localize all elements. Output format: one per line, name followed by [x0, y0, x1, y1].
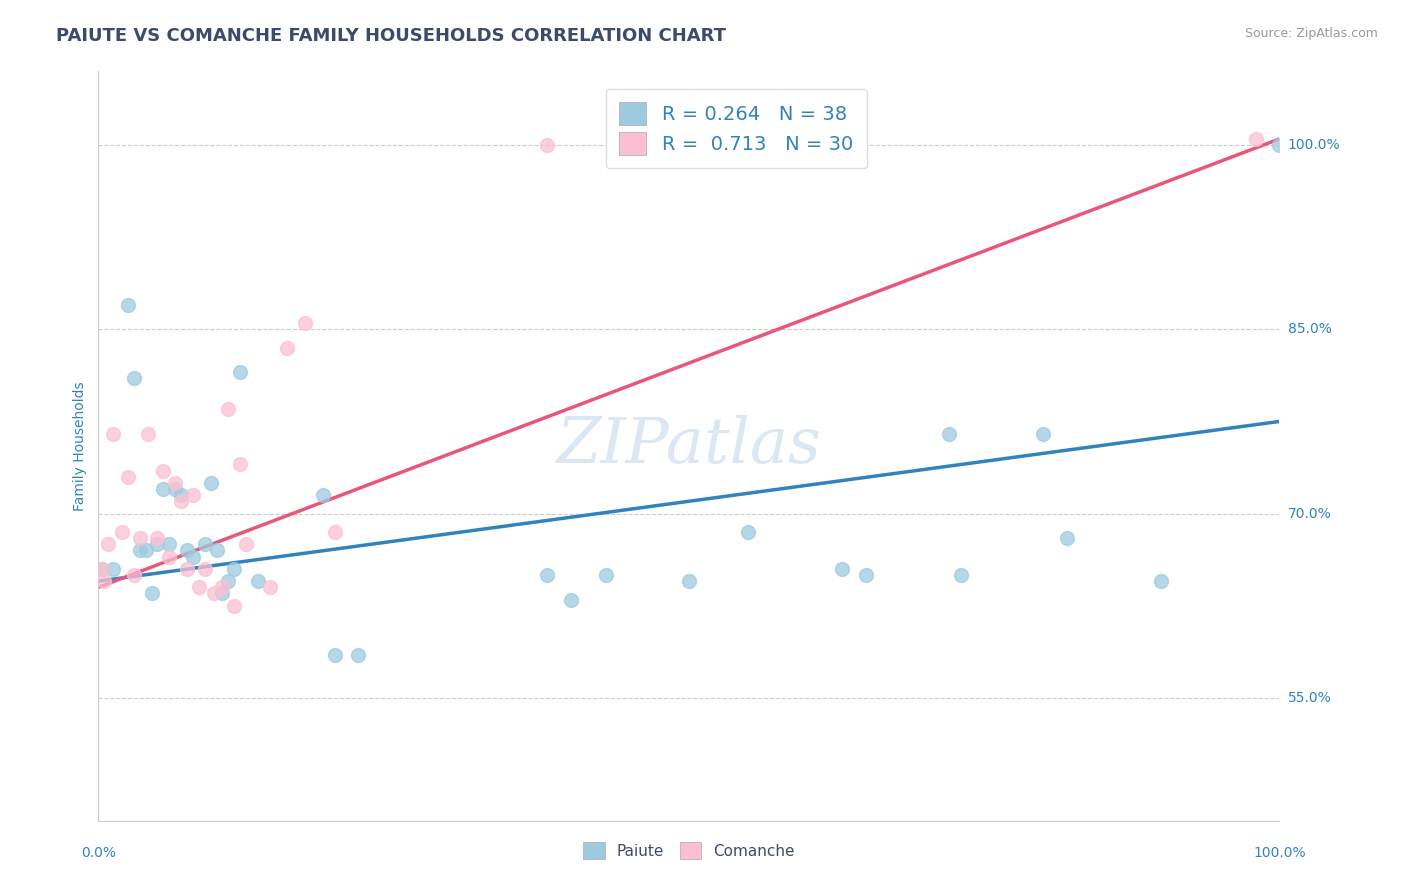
Point [165, 475, 187, 490]
Point [170, 494, 193, 508]
Text: Source: ZipAtlas.com: Source: ZipAtlas.com [1244, 27, 1378, 40]
Point [229, 458, 252, 472]
Point [246, 574, 269, 588]
Point [200, 475, 222, 490]
Point [949, 568, 972, 582]
Point [1244, 132, 1267, 146]
Point [176, 543, 198, 558]
Point [122, 371, 145, 385]
Point [111, 524, 134, 539]
Point [128, 543, 150, 558]
Text: 0.0%: 0.0% [82, 846, 115, 860]
Point [157, 549, 180, 564]
Point [224, 599, 246, 613]
Point [1150, 574, 1173, 588]
Text: 70.0%: 70.0% [1288, 507, 1331, 521]
Point [312, 488, 335, 502]
Legend: Paiute, Comanche: Paiute, Comanche [576, 836, 801, 865]
Point [347, 648, 370, 662]
Text: 100.0%: 100.0% [1253, 846, 1306, 860]
Point [211, 586, 233, 600]
Text: 100.0%: 100.0% [1288, 138, 1340, 152]
Point [595, 568, 617, 582]
Point [187, 580, 209, 594]
Point [1056, 531, 1078, 545]
Point [276, 341, 298, 355]
Point [1268, 138, 1291, 153]
Point [141, 586, 163, 600]
Point [1032, 426, 1054, 441]
Point [229, 365, 252, 379]
Point [194, 562, 217, 576]
Point [205, 543, 228, 558]
Point [91, 562, 114, 576]
Point [181, 488, 204, 502]
Point [259, 580, 281, 594]
Point [152, 482, 174, 496]
Point [146, 537, 169, 551]
Point [128, 531, 150, 545]
Text: 55.0%: 55.0% [1288, 690, 1331, 705]
Point [181, 549, 204, 564]
Point [194, 537, 217, 551]
Text: 85.0%: 85.0% [1288, 322, 1331, 336]
Point [536, 138, 558, 153]
Point [117, 469, 139, 483]
Point [294, 316, 316, 330]
Point [165, 482, 187, 496]
Point [91, 562, 114, 576]
Point [117, 298, 139, 312]
Point [855, 568, 877, 582]
Point [170, 488, 193, 502]
Point [136, 426, 159, 441]
Point [176, 562, 198, 576]
Point [737, 524, 759, 539]
Point [938, 426, 960, 441]
Point [202, 586, 225, 600]
Point [323, 648, 346, 662]
Text: ZIPatlas: ZIPatlas [557, 415, 821, 477]
Point [135, 543, 157, 558]
Point [323, 524, 346, 539]
Point [560, 592, 582, 607]
Point [97, 537, 120, 551]
Point [146, 531, 169, 545]
Text: PAIUTE VS COMANCHE FAMILY HOUSEHOLDS CORRELATION CHART: PAIUTE VS COMANCHE FAMILY HOUSEHOLDS COR… [56, 27, 727, 45]
Point [122, 568, 145, 582]
Point [101, 562, 124, 576]
Point [235, 537, 257, 551]
Point [217, 402, 239, 417]
Point [831, 562, 853, 576]
Point [217, 574, 239, 588]
Y-axis label: Family Households: Family Households [73, 381, 87, 511]
Point [678, 574, 700, 588]
Point [157, 537, 180, 551]
Point [93, 574, 115, 588]
Point [536, 568, 558, 582]
Point [211, 580, 233, 594]
Point [224, 562, 246, 576]
Point [101, 426, 124, 441]
Point [152, 464, 174, 478]
